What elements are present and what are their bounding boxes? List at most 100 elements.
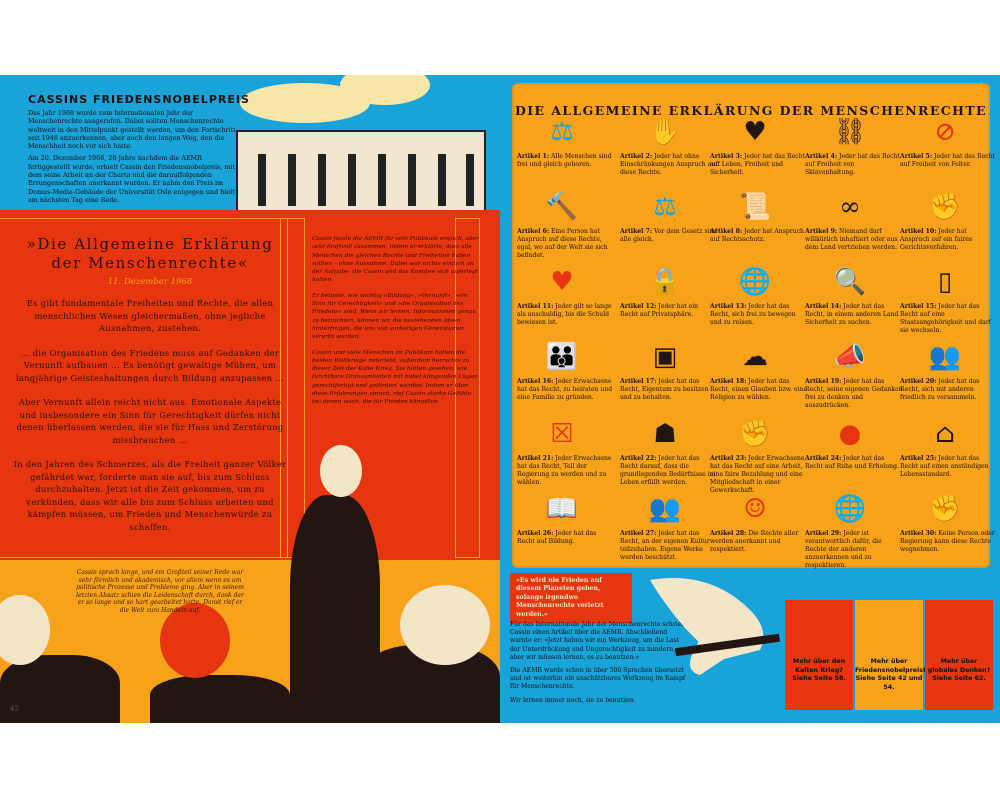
article-item: Artikel 12: Jeder hat ein Recht auf Priv…: [620, 303, 718, 319]
article-item: Artikel 26: Jeder hat das Recht auf Bild…: [517, 530, 615, 546]
article-text: Jeder ist verantwortlich dafür, die Rech…: [805, 530, 882, 570]
article-item: Artikel 18: Jeder hat das Recht, einen G…: [710, 378, 808, 402]
article-label: Artikel 3:: [710, 153, 743, 160]
article-item: Artikel 19: Jeder hat das Recht, seine e…: [805, 378, 903, 410]
speech-paragraph: Aber Vernunft allein reicht nicht aus. E…: [16, 397, 284, 445]
frame: [0, 218, 288, 558]
article-text: Jeder hat Anspruch auf ein faires Gerich…: [900, 228, 973, 252]
article-text: Jeder Erwachsene hat das Recht, zu heira…: [517, 378, 613, 402]
article-label: Artikel 4:: [805, 153, 838, 160]
article-item: Artikel 27: Jeder hat das Recht, an der …: [620, 530, 718, 562]
group-icon: 👥: [648, 494, 682, 524]
article-item: Artikel 4: Jeder hat das Recht auf Freih…: [805, 153, 903, 177]
article-text: Jeder hat das Recht auf Leben, Freiheit …: [710, 153, 805, 177]
article-label: Artikel 5:: [900, 153, 933, 160]
article-text: Jeder hat das Recht auf Ruhe und Erholun…: [805, 455, 899, 471]
article-label: Artikel 18:: [710, 378, 747, 385]
basketball-hands-icon: ●: [838, 419, 862, 449]
megaphone-icon: 📣: [833, 342, 867, 372]
speech-date: 11. Dezember 1968: [107, 277, 193, 287]
article-item: Artikel 7: Vor dem Gesetz sind alle glei…: [620, 228, 718, 244]
article-label: Artikel 21:: [517, 455, 554, 462]
article-label: Artikel 6:: [517, 228, 550, 235]
family-icon: 👪: [545, 342, 579, 372]
article-item: Artikel 13: Jeder hat das Recht, sich fr…: [710, 303, 808, 327]
hand-globe-icon: 🌐: [833, 494, 867, 524]
speech-paragraph: Es gibt fundamentale Freiheiten und Rech…: [26, 298, 274, 333]
fist-scales-icon: ✊: [928, 192, 962, 222]
article-text: Jeder hat das Recht, sich mit anderen fr…: [900, 378, 980, 402]
article-label: Artikel 19:: [805, 378, 842, 385]
scales-icon: ⚖: [653, 192, 677, 222]
page-title: DIE ALLGEMEINE ERKLÄRUNG DER MENSCHENREC…: [515, 103, 987, 118]
article-text: Jeder Erwachsene hat das Recht auf eine …: [710, 455, 805, 495]
article-label: Artikel 20:: [900, 378, 937, 385]
article-text: Jeder hat das Recht auf Freiheit von Fol…: [900, 153, 995, 169]
passport-icon: ▯: [937, 267, 953, 297]
article-text: Jeder hat das Recht auf Freiheit von Skl…: [805, 153, 900, 177]
speech-title: »Die Allgemeine Erklärung der Menschenre…: [26, 235, 274, 272]
article-text: Vor dem Gesetz sind alle gleich.: [620, 228, 718, 244]
article-label: Artikel 13:: [710, 303, 747, 310]
article-label: Artikel 24:: [805, 455, 842, 462]
article-text: Alle Menschen sind frei und gleich gebor…: [517, 153, 612, 169]
info-box: Mehr über Friedensnobelpreisträger? Sieh…: [855, 600, 949, 710]
dove-icon: [650, 578, 780, 675]
side-text: Cassin fasste die AEMR für sein Publikum…: [312, 235, 482, 414]
article-text: Jeder hat das Recht auf einen anständige…: [900, 455, 989, 479]
article-label: Artikel 14:: [805, 303, 842, 310]
magnifier-pin-icon: 🔍: [833, 267, 867, 297]
audience-head: [160, 603, 230, 678]
left-page: CASSINS FRIEDENSNOBELPREIS Das Jahr 1968…: [0, 75, 500, 723]
article-item: Artikel 28: Die Rechte aller werden aner…: [710, 530, 808, 554]
body-text: Für das Internationale Jahr der Menschen…: [510, 621, 690, 710]
intro-text: Das Jahr 1968 wurde zum Internationalen …: [28, 109, 238, 208]
audience-member: [150, 675, 290, 723]
article-label: Artikel 26:: [517, 530, 554, 537]
article-item: Artikel 1: Alle Menschen sind frei und g…: [517, 153, 615, 169]
globe-pin-icon: 🌐: [738, 267, 772, 297]
book-icon: 📖: [545, 494, 579, 524]
article-label: Artikel 16:: [517, 378, 554, 385]
article-item: Artikel 29: Jeder ist verantwortlich daf…: [805, 530, 903, 570]
article-item: Artikel 21: Jeder Erwachsene hat das Rec…: [517, 455, 615, 487]
speech-panel: [0, 210, 500, 560]
article-text: Jeder hat ein Recht auf Privatsphäre.: [620, 303, 699, 319]
gavel-icon: 🔨: [545, 192, 579, 222]
article-item: Artikel 24: Jeder hat das Recht auf Ruhe…: [805, 455, 903, 471]
article-label: Artikel 17:: [620, 378, 657, 385]
info-box: Mehr über globales Denken? Siehe Seite 6…: [925, 600, 993, 710]
article-label: Artikel 1:: [517, 153, 550, 160]
side-paragraph: Er betonte, wie wichtig »Bildung«, »Vern…: [312, 292, 477, 341]
article-label: Artikel 9:: [805, 228, 838, 235]
scales-icon: ⚖: [550, 117, 574, 147]
article-item: Artikel 11: Jeder gilt so lange als unsc…: [517, 303, 615, 327]
article-item: Artikel 16: Jeder Erwachsene hat das Rec…: [517, 378, 615, 402]
article-text: Jeder hat das Recht, einen Glauben bzw. …: [710, 378, 808, 402]
article-text: Jeder hat das Recht, seine eigenen Gedan…: [805, 378, 903, 410]
article-text: Jeder hat das Recht, sich frei zu bewege…: [710, 303, 796, 327]
article-label: Artikel 15:: [900, 303, 937, 310]
section-heading: CASSINS FRIEDENSNOBELPREIS: [28, 93, 250, 106]
article-text: Jeder hat das Recht, Eigentum zu besitze…: [620, 378, 709, 402]
fist-hands-icon: ✊: [928, 494, 962, 524]
house-apple-icon: ⌂: [935, 419, 955, 449]
body-paragraph: Für das Internationale Jahr der Menschen…: [510, 621, 686, 661]
article-label: Artikel 25:: [900, 455, 937, 462]
article-text: Jeder hat das Recht auf eine Staatsangeh…: [900, 303, 991, 335]
certificate-icon: 📜: [738, 192, 772, 222]
ballot-box-icon: ☒: [550, 419, 574, 449]
article-item: Artikel 30: Keine Person oder Regierung …: [900, 530, 998, 554]
article-text: Jeder hat Anspruch auf Rechtsschutz.: [710, 228, 804, 244]
pillar: [455, 218, 480, 558]
article-label: Artikel 11:: [517, 303, 554, 310]
side-paragraph: Cassin und viele Menschen im Publikum ha…: [312, 349, 478, 406]
handcuffs-icon: ∞: [839, 192, 861, 222]
article-text: Keine Person oder Regierung kann diese R…: [900, 530, 995, 554]
article-item: Artikel 17: Jeder hat das Recht, Eigentu…: [620, 378, 718, 402]
article-item: Artikel 23: Jeder Erwachsene hat das Rec…: [710, 455, 808, 495]
article-text: Jeder hat das Recht, an der eigenen Kult…: [620, 530, 710, 562]
article-item: Artikel 14: Jeder hat das Recht, in eine…: [805, 303, 903, 327]
broken-chain-icon: ⛓: [833, 117, 867, 147]
article-text: Jeder hat das Recht, in einem anderen La…: [805, 303, 899, 327]
